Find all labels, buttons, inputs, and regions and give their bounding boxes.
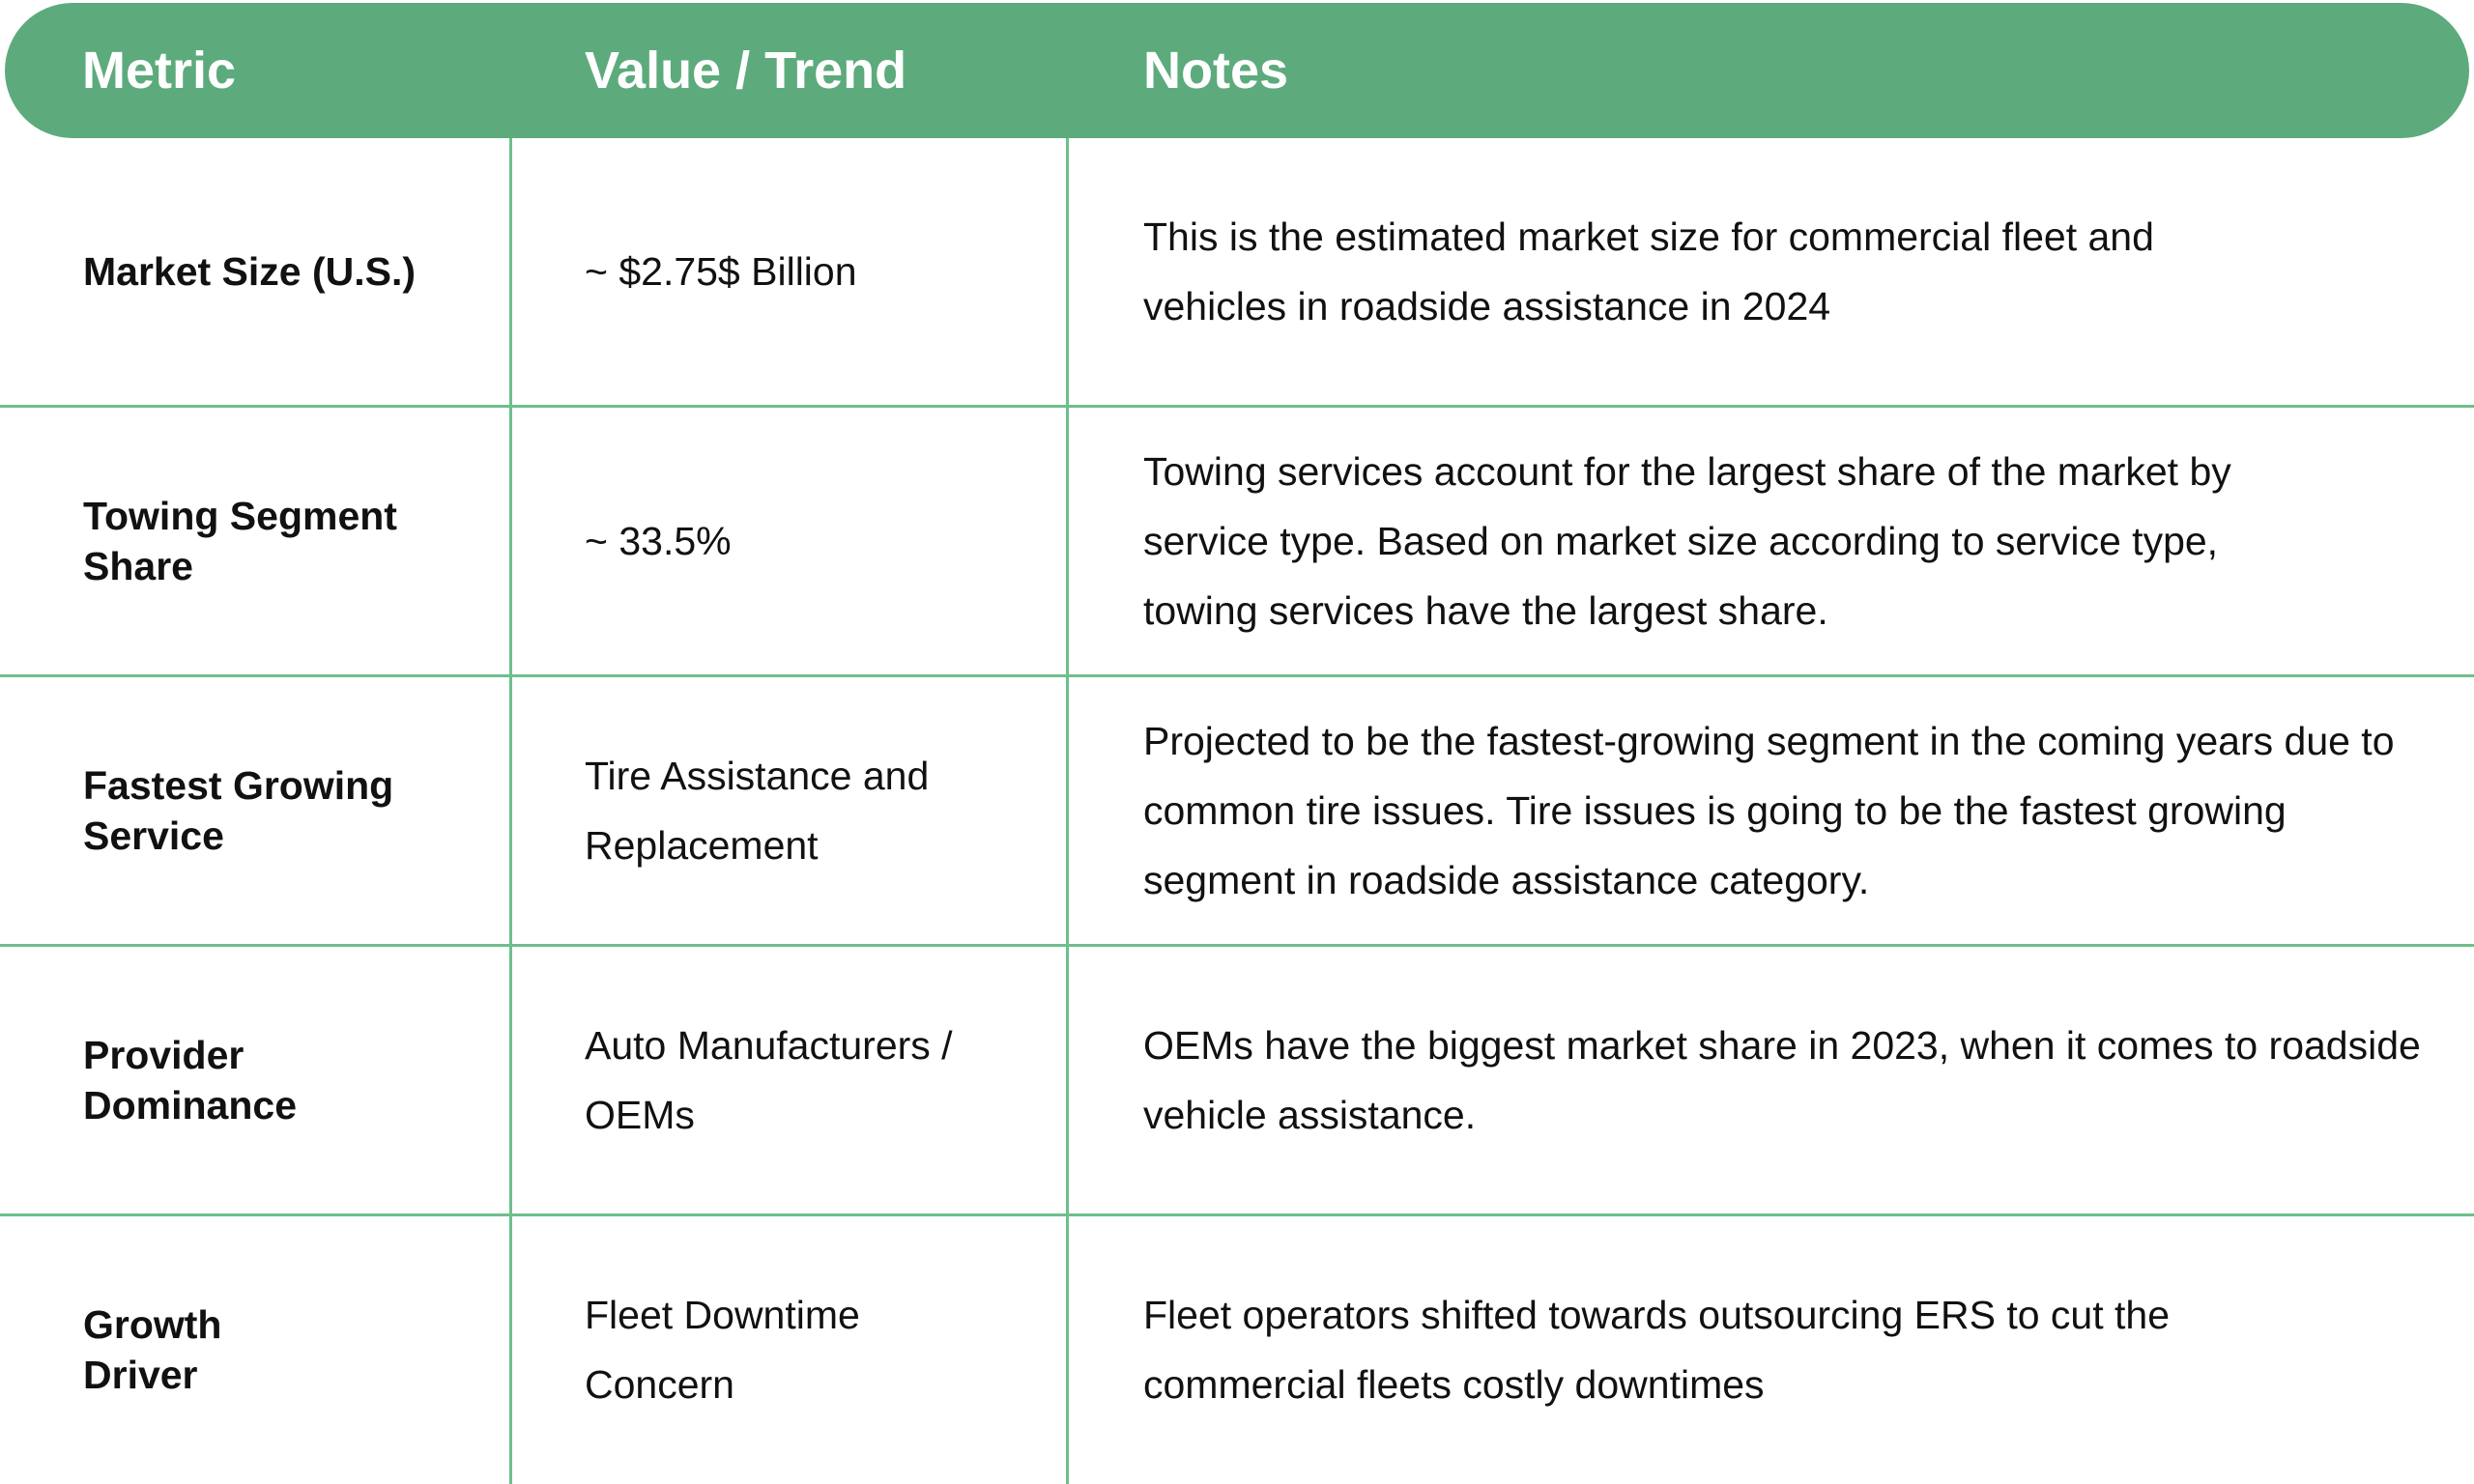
row-divider: [0, 944, 2474, 947]
value-text: Tire Assistance and Replacement: [585, 754, 930, 868]
row-divider: [0, 674, 2474, 677]
table-row: Market Size (U.S.) ~ $2.75$ Billion This…: [0, 138, 2474, 405]
metric-cell: Growth Driver: [83, 1216, 276, 1483]
notes-cell: This is the estimated market size for co…: [1143, 138, 2284, 405]
value-cell: Auto Manufacturers / OEMs: [585, 947, 1039, 1213]
value-cell: Fleet Downtime Concern: [585, 1216, 933, 1483]
metric-label: Provider Dominance: [83, 1033, 297, 1127]
metric-label: Market Size (U.S.): [83, 249, 417, 294]
metric-cell: Provider Dominance: [83, 947, 373, 1213]
header-metric: Metric: [82, 42, 237, 100]
metric-cell: Towing Segment Share: [83, 408, 450, 674]
metric-label: Towing Segment Share: [83, 494, 397, 588]
notes-text: OEMs have the biggest market share in 20…: [1143, 1023, 2421, 1137]
header-value-trend: Value / Trend: [585, 42, 907, 100]
value-text: ~ $2.75$ Billion: [585, 249, 857, 294]
table-header: Metric Value / Trend Notes: [5, 3, 2469, 138]
notes-text: Projected to be the fastest-growing segm…: [1143, 719, 2395, 902]
column-divider: [1066, 138, 1069, 1484]
table-row: Provider Dominance Auto Manufacturers / …: [0, 947, 2474, 1213]
table-row: Towing Segment Share ~ 33.5% Towing serv…: [0, 408, 2474, 674]
notes-cell: Projected to be the fastest-growing segm…: [1143, 677, 2438, 944]
value-text: Fleet Downtime Concern: [585, 1293, 860, 1407]
row-divider: [0, 1213, 2474, 1216]
value-cell: ~ $2.75$ Billion: [585, 138, 1049, 405]
notes-text: This is the estimated market size for co…: [1143, 214, 2154, 328]
value-cell: ~ 33.5%: [585, 408, 1049, 674]
notes-text: Fleet operators shifted towards outsourc…: [1143, 1293, 2170, 1407]
table-row: Fastest Growing Service Tire Assistance …: [0, 677, 2474, 944]
column-divider: [509, 138, 512, 1484]
value-text: ~ 33.5%: [585, 519, 732, 563]
row-divider: [0, 405, 2474, 408]
metric-cell: Market Size (U.S.): [83, 138, 489, 405]
header-notes: Notes: [1143, 42, 1289, 100]
value-text: Auto Manufacturers / OEMs: [585, 1023, 953, 1137]
table-row: Growth Driver Fleet Downtime Concern Fle…: [0, 1216, 2474, 1483]
notes-text: Towing services account for the largest …: [1143, 449, 2231, 633]
value-cell: Tire Assistance and Replacement: [585, 677, 1010, 944]
notes-cell: OEMs have the biggest market share in 20…: [1143, 947, 2438, 1213]
notes-cell: Fleet operators shifted towards outsourc…: [1143, 1216, 2342, 1483]
metric-label: Growth Driver: [83, 1302, 222, 1397]
metric-cell: Fastest Growing Service: [83, 677, 450, 944]
metric-label: Fastest Growing Service: [83, 763, 394, 858]
notes-cell: Towing services account for the largest …: [1143, 408, 2303, 674]
